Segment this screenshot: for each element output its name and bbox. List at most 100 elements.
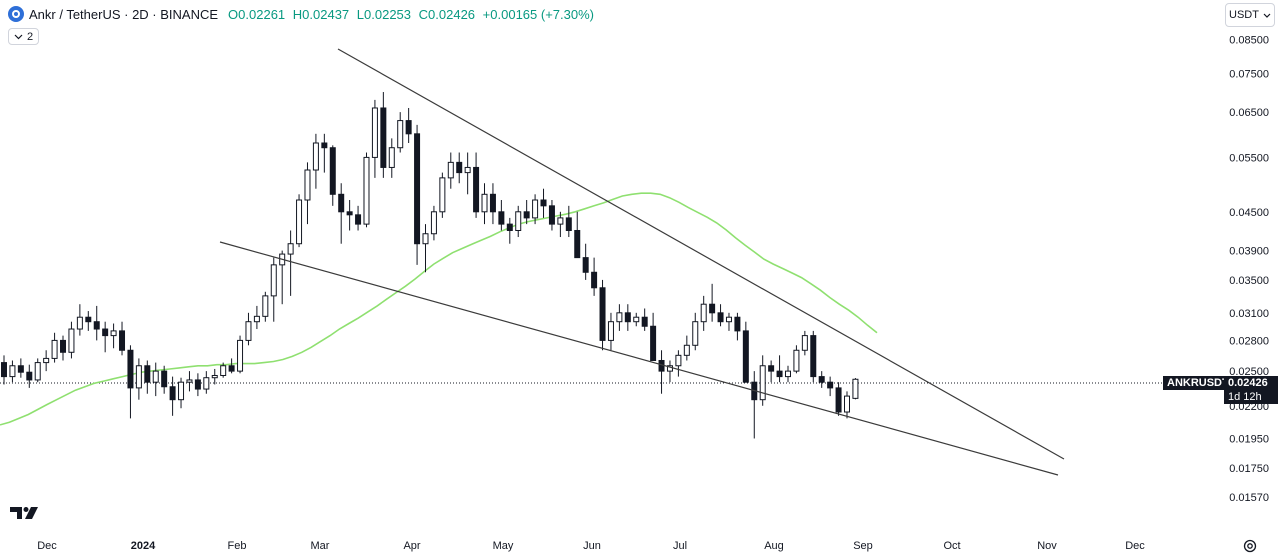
candle-body: [119, 330, 126, 351]
candle-body: [127, 349, 134, 389]
candle-body: [186, 379, 193, 383]
candle-body: [194, 379, 201, 390]
candle: [161, 365, 168, 394]
candle-body: [574, 229, 581, 259]
candle-body: [51, 339, 58, 359]
candle-body: [17, 365, 24, 373]
time-tick-label: Nov: [1037, 540, 1057, 552]
tradingview-logo-icon[interactable]: [10, 505, 42, 521]
candle: [447, 152, 454, 189]
candle-body: [473, 166, 480, 213]
candle-body: [548, 205, 555, 225]
candle: [784, 365, 791, 383]
candle-body: [607, 321, 614, 341]
candle-body: [818, 376, 825, 383]
candle: [414, 124, 421, 265]
candle-body: [355, 214, 362, 225]
candle: [473, 152, 480, 218]
price-tick-label: 0.01570: [1229, 492, 1269, 504]
moving-average-line: [0, 192, 878, 426]
candle-body: [135, 365, 142, 389]
candle: [397, 112, 404, 153]
candle-body: [683, 344, 690, 356]
candle: [844, 391, 850, 419]
candle-body: [60, 339, 67, 353]
candle: [85, 311, 92, 331]
candle: [481, 183, 488, 225]
candle-body: [9, 365, 16, 378]
candle-body: [304, 169, 311, 201]
indicators-toggle-button[interactable]: 2: [8, 28, 40, 45]
candle: [523, 200, 530, 225]
candle-body: [85, 316, 92, 323]
candle: [312, 133, 319, 189]
price-tick-label: 0.08500: [1229, 34, 1269, 46]
candle-body: [481, 193, 488, 213]
time-tick-label: 2024: [131, 540, 156, 552]
time-tick-label: Oct: [943, 540, 960, 552]
candle: [152, 362, 159, 397]
candle: [287, 230, 294, 296]
candle-body: [102, 328, 109, 337]
trendlines: [219, 48, 1065, 476]
price-tick-label: 0.02500: [1229, 366, 1269, 378]
candle: [430, 205, 437, 241]
time-tick-label: Sep: [853, 540, 873, 552]
candle-body: [380, 107, 387, 168]
candle: [599, 279, 606, 351]
candle: [363, 152, 370, 228]
candle: [178, 377, 185, 409]
price-tick-label: 0.03500: [1229, 275, 1269, 287]
change-value: +0.00165 (+7.30%): [482, 6, 594, 22]
candle-body: [675, 354, 682, 367]
countdown-tag: 1d 12h: [1224, 390, 1278, 404]
candle-body: [93, 321, 100, 330]
price-axis[interactable]: 0.08500 0.07500 0.06500 0.05500 0.04500 0.039…: [1229, 34, 1269, 504]
candle: [262, 291, 269, 322]
candle-body: [262, 295, 269, 317]
ticker-price-tag: ANKRUSDT: [1163, 376, 1233, 390]
price-tick-label: 0.03100: [1229, 308, 1269, 320]
candle-body: [827, 381, 834, 389]
candle-body: [338, 193, 345, 213]
candle: [641, 308, 648, 331]
candle-body: [178, 381, 185, 401]
chevron-down-icon: [1263, 13, 1271, 18]
candle: [852, 378, 859, 400]
candle-body: [397, 120, 404, 149]
candle: [253, 305, 260, 330]
time-tick-label: Apr: [403, 540, 420, 552]
candle: [405, 107, 412, 144]
candle-body: [456, 161, 463, 174]
gear-icon[interactable]: [1242, 538, 1258, 554]
candle: [793, 345, 800, 374]
candle-body: [666, 365, 673, 372]
candle: [801, 330, 808, 356]
candle: [9, 360, 16, 383]
candle: [1, 355, 7, 385]
candle-body: [237, 339, 244, 372]
candle-body: [515, 211, 522, 231]
price-tick-label: 0.06500: [1229, 107, 1269, 119]
candle: [237, 335, 244, 374]
time-axis[interactable]: Dec 2024 Feb Mar Apr May Jun Jul Aug Sep Oct Nov Dec: [37, 540, 1145, 552]
candle: [489, 183, 496, 225]
candle-body: [768, 365, 775, 372]
symbol-title[interactable]: Ankr / TetherUS · 2D · BINANCE: [29, 6, 219, 22]
candle: [675, 350, 682, 377]
candle: [329, 145, 336, 206]
candle: [835, 382, 842, 416]
candle: [515, 205, 522, 238]
currency-select[interactable]: USDT: [1225, 3, 1275, 27]
candle: [591, 257, 598, 296]
candle-body: [447, 161, 454, 179]
candle-body: [110, 330, 117, 337]
candle-body: [211, 374, 218, 379]
ohlc-values: O0.02261 H0.02437 L0.02253 C0.02426 +0.0…: [228, 7, 598, 22]
candle: [127, 345, 134, 419]
candle-body: [414, 133, 421, 245]
candle-body: [540, 199, 547, 207]
lower-trendline: [219, 241, 1059, 476]
symbol-legend: Ankr / TetherUS · 2D · BINANCE O0.02261 …: [8, 6, 598, 22]
